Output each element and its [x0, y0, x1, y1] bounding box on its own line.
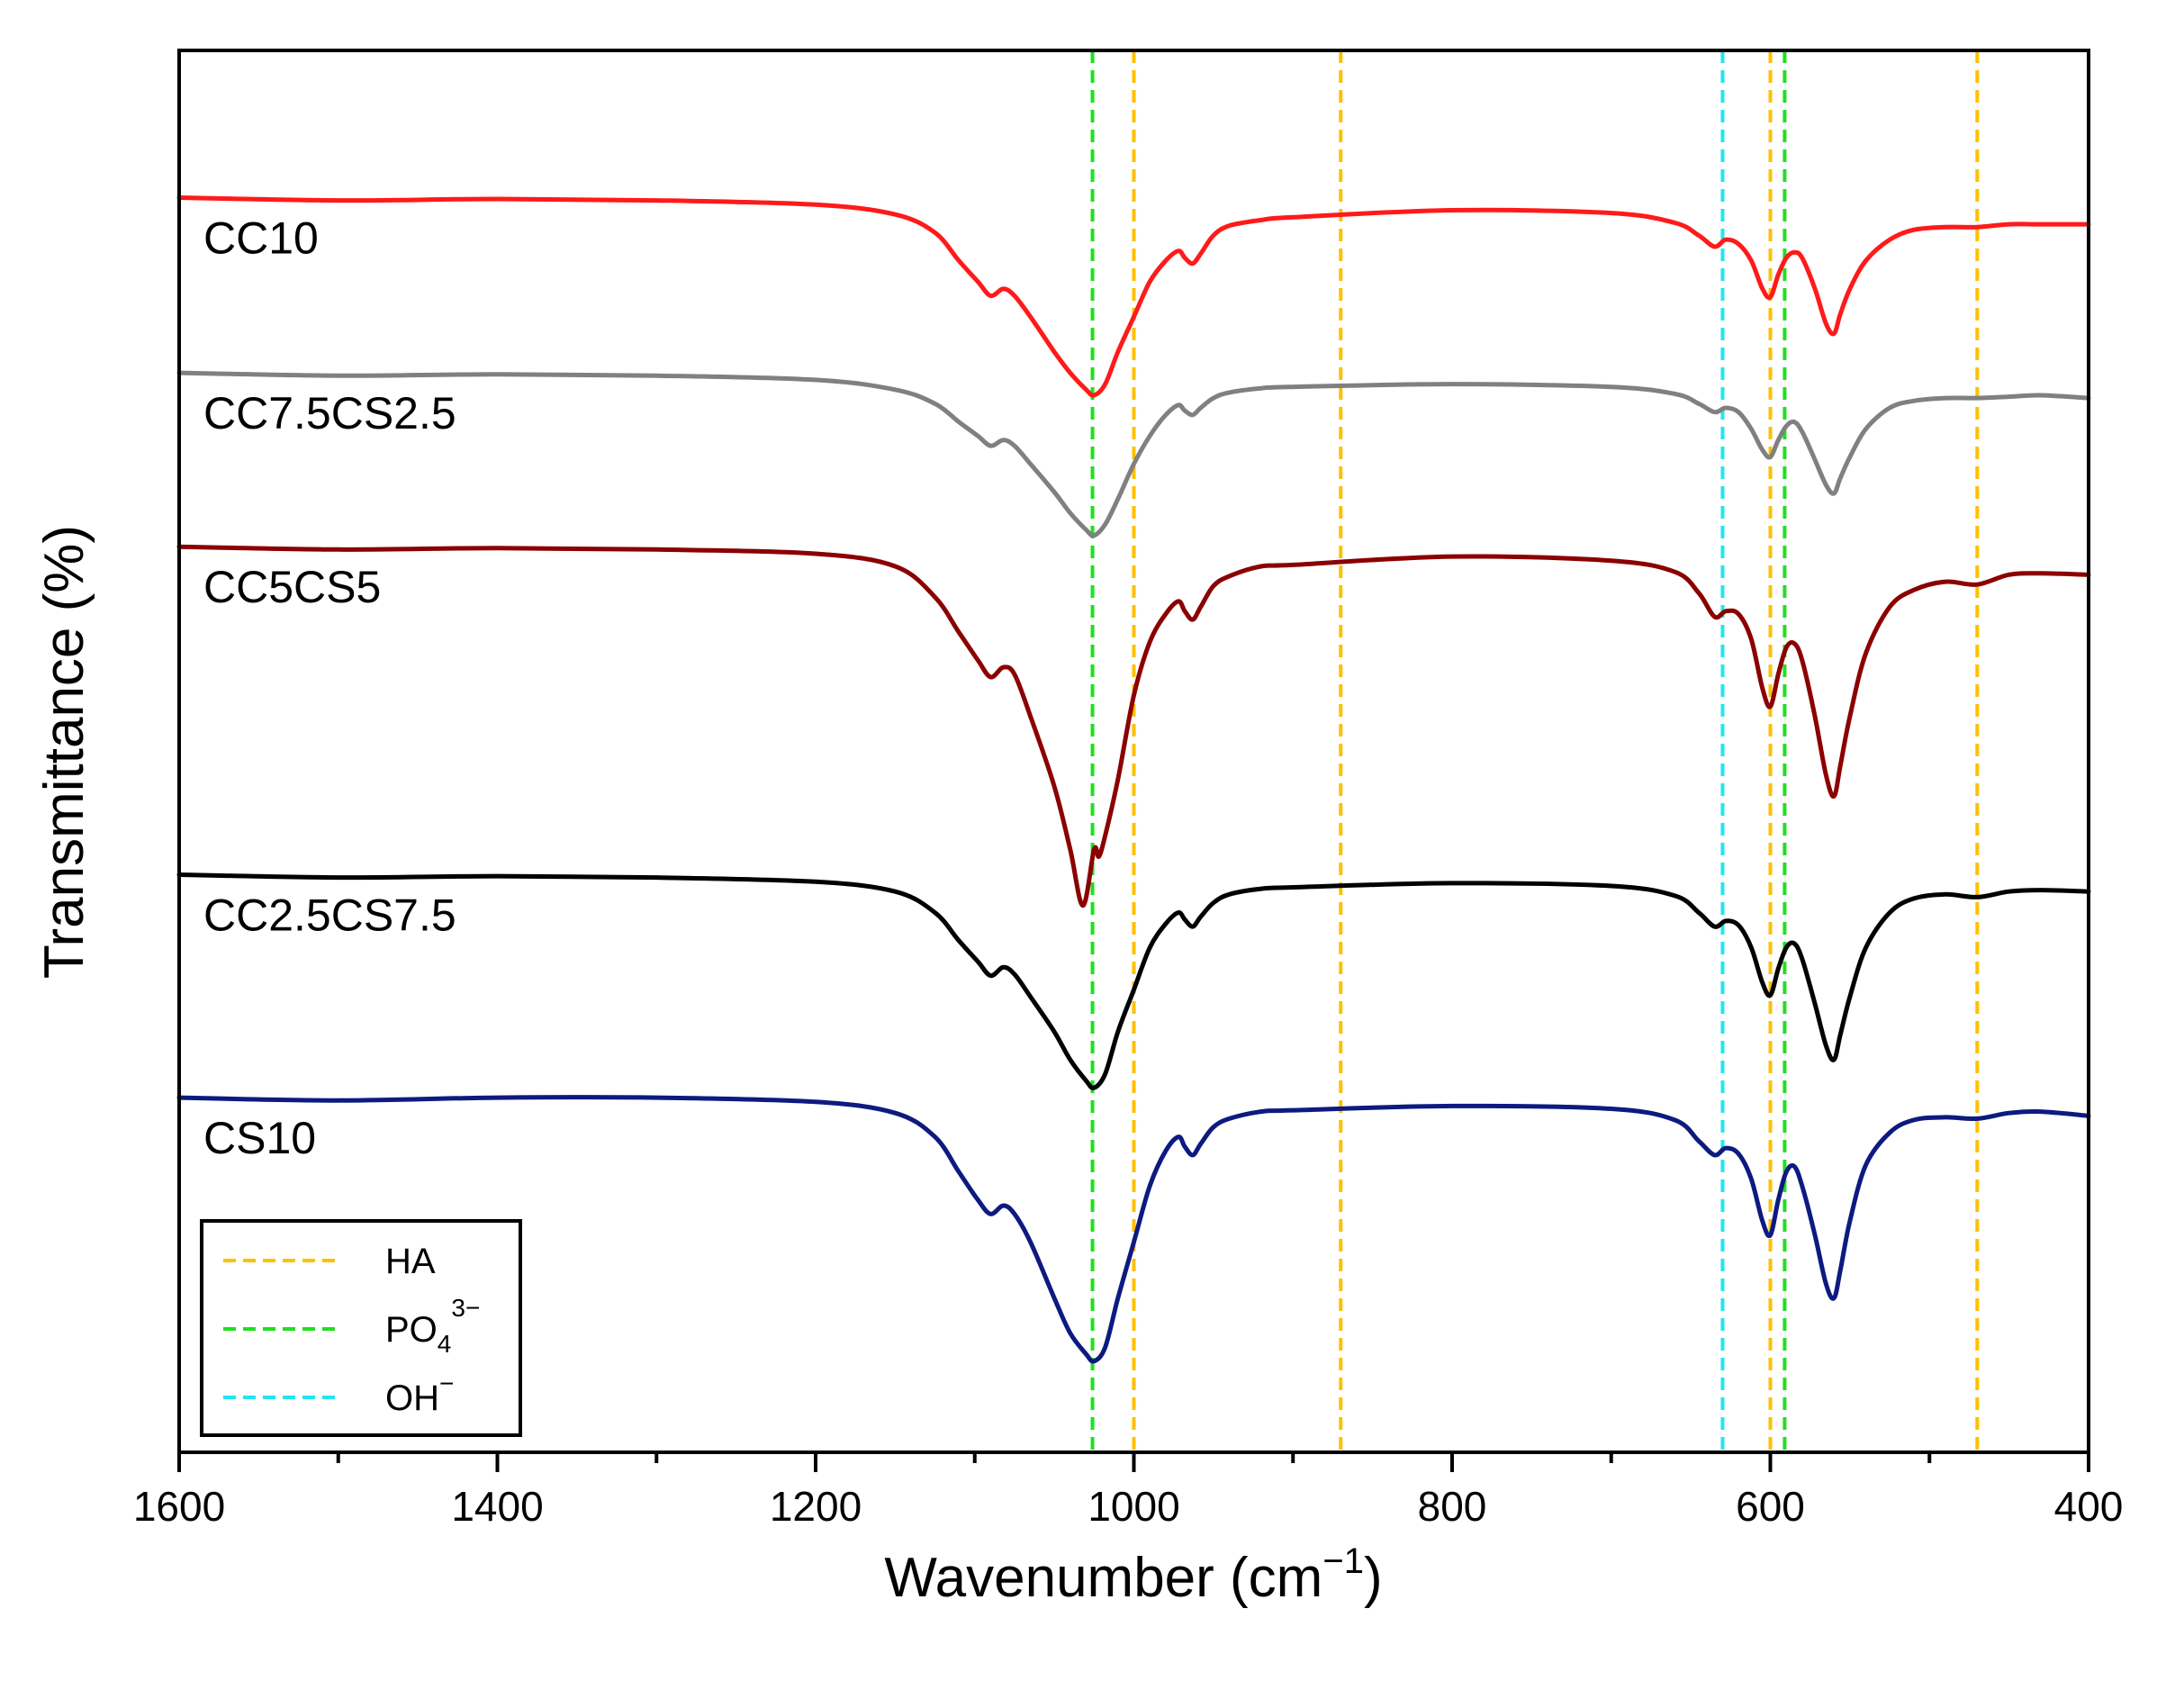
y-axis-title: Transmittance (%)	[33, 525, 95, 979]
series-label-cc5cs5: CC5CS5	[203, 562, 381, 612]
x-tick-label-1400: 1400	[451, 1483, 543, 1530]
x-tick-label-800: 800	[1418, 1483, 1487, 1530]
series-label-cc7-5cs2-5: CC7.5CS2.5	[203, 388, 456, 438]
series-layer	[176, 195, 2091, 1364]
x-axis-ticks	[177, 1452, 2090, 1472]
x-tick-label-1000: 1000	[1088, 1483, 1179, 1530]
series-label-cs10: CS10	[203, 1113, 316, 1163]
x-tick-label-1200: 1200	[770, 1483, 862, 1530]
x-tick-label-1600: 1600	[133, 1483, 225, 1530]
x-axis-title: Wavenumber (cm−1)	[884, 1541, 1382, 1609]
series-label-cc2-5cs7-5: CC2.5CS7.5	[203, 890, 456, 941]
series-labels: CC10 CC7.5CS2.5 CC5CS5 CC2.5CS7.5 CS10	[203, 212, 456, 1163]
series-line-cc10	[176, 195, 2091, 398]
legend-label-ha: HA	[385, 1242, 436, 1281]
series-line-cc2-5cs7-5	[176, 872, 2091, 1090]
legend: HA PO43− OH−	[200, 1219, 522, 1437]
x-tick-label-400: 400	[2054, 1483, 2124, 1530]
x-tick-label-600: 600	[1736, 1483, 1805, 1530]
reference-lines	[1090, 50, 1980, 1452]
series-line-cc5cs5	[176, 544, 2091, 908]
series-line-cs10	[176, 1095, 2091, 1364]
legend-label-oh: OH−	[385, 1369, 454, 1418]
series-line-cc7-5cs2-5	[176, 370, 2091, 538]
legend-label-po4: PO43−	[385, 1294, 480, 1358]
series-label-cc10: CC10	[203, 212, 319, 263]
x-axis-tick-labels: 1600 1400 1200 1000 800 600 400	[133, 1483, 2124, 1530]
